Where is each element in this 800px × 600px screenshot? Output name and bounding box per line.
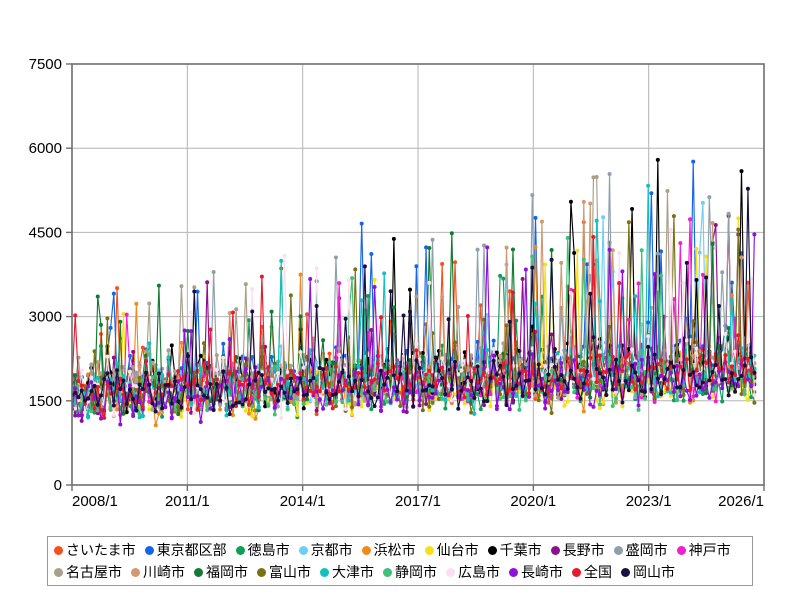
legend-marker-icon: [235, 545, 245, 555]
legend-marker-icon: [613, 545, 623, 555]
legend-item[interactable]: 広島市: [446, 565, 500, 579]
y-axis-tick-label: 4500: [29, 224, 62, 241]
legend-marker-icon: [320, 567, 329, 577]
legend-item[interactable]: さいたま市: [54, 543, 136, 557]
chart-legend: さいたま市 東京都区部 徳島市 京都市 浜松市 仙台市 千葉市 長野市 盛岡市 神戸市 名古屋市 川…: [47, 536, 753, 586]
legend-label: 浜松市: [373, 542, 416, 558]
legend-label: 富山市: [269, 564, 311, 580]
legend-marker-icon: [298, 545, 308, 555]
legend-marker-icon: [572, 567, 581, 577]
legend-marker-icon: [131, 567, 140, 577]
legend-item[interactable]: 千葉市: [487, 542, 542, 558]
x-axis-tick-label: 2020/1: [510, 493, 556, 510]
legend-label: 大津市: [332, 564, 374, 580]
legend-item[interactable]: 徳島市: [235, 542, 290, 558]
legend-label: 長崎市: [521, 564, 563, 580]
legend-label: 長野市: [562, 542, 605, 558]
x-axis-tick-label: 2017/1: [395, 493, 441, 510]
legend-item[interactable]: 福岡市: [194, 565, 248, 579]
legend-item[interactable]: 京都市: [298, 542, 353, 558]
legend-marker-icon: [194, 567, 203, 577]
plot-clip-top: [0, 0, 800, 64]
legend-marker-icon: [54, 545, 63, 555]
y-axis-tick-label: 6000: [29, 140, 62, 157]
legend-item[interactable]: 浜松市: [361, 542, 416, 558]
legend-label: 盛岡市: [625, 542, 668, 558]
legend-item[interactable]: 仙台市: [424, 542, 479, 558]
legend-item[interactable]: 岡山市: [621, 565, 675, 579]
legend-label: 川崎市: [143, 564, 185, 580]
x-axis-tick-label: 2011/1: [165, 493, 210, 510]
legend-label: 仙台市: [436, 542, 479, 558]
legend-marker-icon: [446, 567, 455, 577]
legend-label: 静岡市: [395, 564, 437, 580]
y-axis-tick-label: 7500: [29, 56, 62, 73]
legend-label: さいたま市: [66, 542, 136, 558]
legend-marker-icon: [383, 567, 392, 577]
legend-label: 神戸市: [688, 542, 731, 558]
legend-item[interactable]: 大津市: [320, 565, 374, 579]
legend-label: 岡山市: [633, 564, 675, 580]
legend-marker-icon: [487, 545, 497, 555]
y-axis-tick-label: 3000: [29, 309, 62, 326]
legend-label: 千葉市: [499, 542, 542, 558]
legend-label: 京都市: [310, 542, 353, 558]
plot-clip-right: [765, 0, 800, 600]
legend-marker-icon: [676, 545, 686, 555]
y-axis-tick-label: 0: [54, 477, 62, 494]
y-axis-tick-label: 1500: [29, 393, 62, 410]
legend-marker-icon: [509, 567, 518, 577]
x-axis-tick-label: 2008/1: [72, 493, 118, 510]
legend-item[interactable]: 東京都区部: [144, 542, 227, 558]
legend-marker-icon: [257, 567, 266, 577]
legend-label: 広島市: [458, 564, 500, 580]
legend-row-1: さいたま市 東京都区部 徳島市 京都市 浜松市 仙台市 千葉市 長野市 盛岡市 神戸市: [54, 539, 746, 561]
x-axis-tick-label: 2014/1: [280, 493, 326, 510]
legend-item[interactable]: 長野市: [550, 542, 605, 558]
legend-item[interactable]: 全国: [572, 565, 612, 579]
legend-marker-icon: [424, 545, 434, 555]
legend-item[interactable]: 盛岡市: [613, 542, 668, 558]
legend-label: 徳島市: [247, 542, 290, 558]
legend-item[interactable]: 静岡市: [383, 565, 437, 579]
legend-label: 東京都区部: [156, 542, 227, 558]
legend-label: 全国: [584, 564, 612, 580]
legend-item[interactable]: 名古屋市: [54, 565, 122, 579]
legend-marker-icon: [361, 545, 371, 555]
x-axis-tick-label: 2026/1: [718, 493, 764, 510]
legend-label: 名古屋市: [66, 564, 122, 580]
legend-row-2: 名古屋市 川崎市 福岡市 富山市 大津市 静岡市 広島市 長崎市 全国 岡山市: [54, 561, 746, 583]
legend-item[interactable]: 川崎市: [131, 565, 185, 579]
series-markers: [70, 186, 757, 417]
plot-clip-left: [0, 0, 72, 600]
legend-marker-icon: [144, 545, 154, 555]
legend-item[interactable]: 長崎市: [509, 565, 563, 579]
legend-item[interactable]: 富山市: [257, 565, 311, 579]
legend-item[interactable]: 神戸市: [676, 542, 731, 558]
legend-marker-icon: [621, 567, 630, 577]
x-axis-tick-label: 2023/1: [626, 493, 672, 510]
series-group: [70, 157, 757, 428]
legend-marker-icon: [550, 545, 560, 555]
legend-marker-icon: [54, 567, 63, 577]
legend-label: 福岡市: [206, 564, 248, 580]
